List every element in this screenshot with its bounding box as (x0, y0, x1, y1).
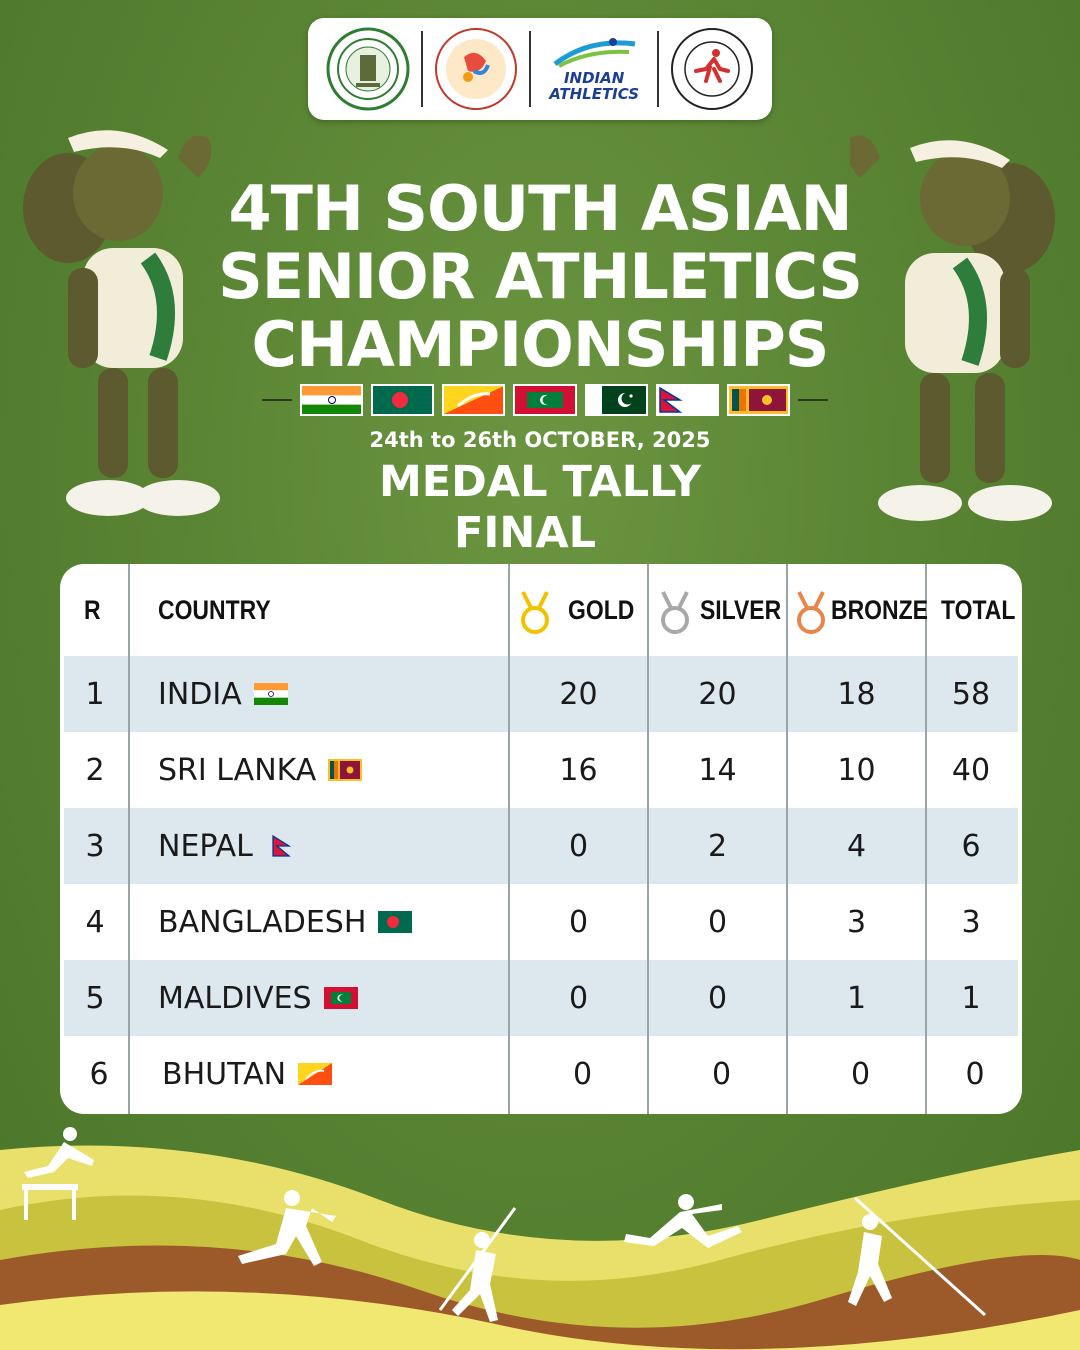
total-count: 0 (965, 1056, 985, 1092)
bhutan-flag-icon (298, 1063, 333, 1085)
khelo-jharkhand-logo (434, 27, 518, 111)
table-header-row: R COUNTRY GOLD SILVER BRONZE TOTAL (60, 564, 1022, 656)
maldives-flag-icon (323, 987, 358, 1009)
header-silver: SILVER (700, 594, 782, 625)
indian-athletics-text-1: INDIAN (563, 69, 625, 87)
bronze-count: 10 (837, 752, 876, 788)
indian-athletics-text-2: ATHLETICS (549, 85, 640, 103)
medal-tally-table: R COUNTRY GOLD SILVER BRONZE TOTAL 1 IND… (60, 564, 1022, 1114)
bronze-count: 4 (846, 828, 867, 864)
column-divider (925, 564, 927, 1114)
athletes-footer-illustration (0, 1127, 1080, 1350)
column-divider (508, 564, 510, 1114)
silver-count: 20 (698, 676, 737, 712)
bhutan-flag-icon (442, 384, 506, 416)
gold-count: 0 (568, 904, 589, 940)
header-rank: R (84, 594, 101, 625)
silver-count: 0 (707, 904, 728, 940)
india-flag-icon (299, 384, 363, 416)
country-name: SRI LANKA (158, 752, 317, 788)
south-asian-athletics-federation-logo (670, 27, 754, 111)
sponsor-logo-bar: INDIAN ATHLETICS (308, 18, 772, 120)
bangladesh-flag-icon (370, 384, 435, 416)
gold-medal-icon (521, 591, 549, 634)
table-row-shade (64, 656, 1018, 732)
country-cell: BANGLADESH (158, 884, 413, 960)
gold-count: 0 (572, 1056, 593, 1092)
divider-line (262, 399, 292, 401)
total-count: 6 (961, 828, 981, 864)
event-dates: 24th to 26th OCTOBER, 2025 (369, 428, 711, 452)
logo-divider (528, 31, 531, 107)
table-row-shade (64, 960, 1018, 1036)
rank-cell: 5 (85, 980, 105, 1016)
participating-flags-row (262, 383, 828, 417)
country-name: MALDIVES (158, 980, 312, 1016)
bangladesh-flag-icon (378, 911, 413, 933)
header-country: COUNTRY (158, 594, 271, 625)
maldives-flag-icon (513, 384, 577, 416)
pakistan-flag-icon (584, 384, 648, 416)
rank-cell: 1 (85, 676, 105, 712)
country-name: BANGLADESH (158, 904, 367, 940)
column-divider (647, 564, 649, 1114)
india-flag-icon (253, 683, 288, 705)
sri-lanka-flag-icon (727, 384, 791, 416)
country-cell: INDIA (158, 656, 288, 732)
country-name: NEPAL (158, 828, 253, 864)
country-name: INDIA (158, 676, 242, 712)
bronze-count: 18 (837, 676, 876, 712)
final-status-label: FINAL (453, 508, 597, 558)
total-count: 40 (951, 752, 991, 788)
gold-count: 16 (559, 752, 598, 788)
logo-divider (420, 31, 423, 107)
column-divider (128, 564, 130, 1114)
nepal-flag-icon (272, 835, 292, 857)
bronze-medal-icon (797, 591, 825, 634)
rank-cell: 6 (89, 1056, 109, 1092)
bronze-count: 0 (850, 1056, 871, 1092)
nepal-flag-icon (655, 384, 720, 416)
gold-count: 0 (568, 828, 589, 864)
event-title-line-1: 4TH SOUTH ASIAN (228, 172, 853, 245)
total-count: 3 (961, 904, 981, 940)
column-divider (786, 564, 788, 1114)
rank-cell: 4 (85, 904, 105, 940)
country-cell: NEPAL (158, 808, 299, 884)
jharkhand-government-emblem-logo (326, 27, 410, 111)
elephant-mascot-right (850, 135, 1055, 521)
country-name: BHUTAN (162, 1056, 287, 1092)
header-gold: GOLD (568, 594, 635, 625)
indian-athletics-logo: INDIAN ATHLETICS (542, 27, 646, 111)
elephant-mascot-left (23, 130, 220, 516)
bronze-count: 3 (846, 904, 867, 940)
divider-line (798, 399, 828, 401)
bronze-count: 1 (846, 980, 867, 1016)
total-count: 1 (961, 980, 981, 1016)
country-cell: SRI LANKA (158, 732, 363, 808)
table-row-shade (64, 808, 1018, 884)
country-cell: BHUTAN (162, 1036, 333, 1112)
silver-count: 14 (698, 752, 737, 788)
sri-lanka-flag-icon (328, 759, 363, 781)
header-bronze: BRONZE (831, 594, 928, 625)
silver-count: 0 (711, 1056, 732, 1092)
gold-count: 20 (559, 676, 598, 712)
rank-cell: 2 (85, 752, 105, 788)
medal-tally-heading: MEDAL TALLY (378, 457, 702, 507)
rank-cell: 3 (85, 828, 105, 864)
event-title-line-2: SENIOR ATHLETICS (218, 240, 863, 313)
event-title-line-3: CHAMPIONSHIPS (251, 308, 830, 381)
header-total: TOTAL (941, 594, 1016, 625)
logo-divider (657, 31, 660, 107)
country-cell: MALDIVES (158, 960, 358, 1036)
silver-count: 2 (707, 828, 728, 864)
gold-count: 0 (568, 980, 589, 1016)
silver-count: 0 (707, 980, 728, 1016)
total-count: 58 (951, 676, 991, 712)
silver-medal-icon (661, 591, 689, 634)
